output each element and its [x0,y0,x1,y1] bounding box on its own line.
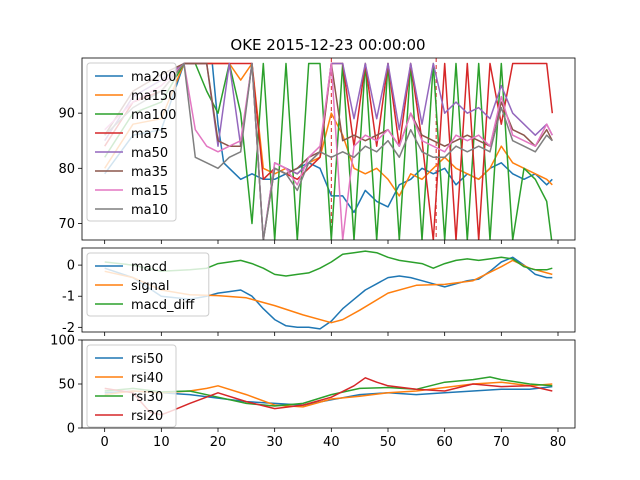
xtick-label: 50 [380,435,397,450]
plot-area [104,58,554,240]
ytick-label: 0 [67,422,75,437]
ytick-label: 90 [58,107,75,122]
legend-label-rsi40: rsi40 [131,371,163,386]
axes-frame [81,57,576,241]
legend-label-ma50: ma50 [131,146,168,161]
series-macd_diff [104,250,553,277]
ytick-label: 50 [58,378,75,393]
legend-label-ma35: ma35 [131,165,168,180]
axes-frame [81,247,576,333]
legend-label-rsi20: rsi20 [131,409,163,424]
legend-label-ma15: ma15 [131,184,168,199]
ytick-label: -2 [62,321,75,336]
series-ma50 [104,62,553,240]
xtick-label: 40 [323,435,340,450]
legend-label-macd_diff: macd_diff [131,298,195,313]
xtick-label: 80 [550,435,567,450]
ytick-label: 0 [67,259,75,274]
legend-label-rsi30: rsi30 [131,390,163,405]
xtick-label: 20 [210,435,227,450]
legend-box [86,62,177,222]
panel-2: 0 -1 -2 macd signal macd_diff [62,247,576,336]
legend-label-rsi50: rsi50 [131,352,163,367]
ytick-label: -1 [62,290,75,305]
legend: macd signal macd_diff [86,252,210,317]
legend: ma200 ma150 ma100 ma75 ma50 ma35 ma15 ma10 [86,62,177,222]
legend-label-ma100: ma100 [131,108,176,123]
ytick-label: 100 [50,334,75,349]
legend-label-ma200: ma200 [131,70,176,85]
legend-label-ma75: ma75 [131,127,168,142]
chart-title: OKE 2015-12-23 00:00:00 [230,36,425,54]
series-ma100 [104,62,553,240]
series-rsi50 [104,385,553,406]
xtick-label: 30 [266,435,283,450]
series-macd [104,256,553,330]
legend-label-signal: signal [131,279,169,294]
xtick-label: 60 [436,435,453,450]
xtick-label: 10 [153,435,170,450]
legend-box [86,344,177,428]
legend-box [86,252,210,317]
xtick-label: 70 [493,435,510,450]
legend-label-macd: macd [131,260,167,275]
series-ma10 [104,62,553,240]
ytick-label: 70 [58,217,75,232]
ytick-label: 80 [58,162,75,177]
panel-1: 70 80 90 ma200 ma150 ma100 ma75 ma50 ma35 ma15 ma1… [58,57,576,244]
xtick-label: 0 [101,435,109,450]
legend-label-ma150: ma150 [131,89,176,104]
legend: rsi50 rsi40 rsi30 rsi20 [86,344,177,428]
legend-label-ma10: ma10 [131,203,168,218]
series-rsi30 [104,376,553,407]
series-ma15 [104,62,553,240]
